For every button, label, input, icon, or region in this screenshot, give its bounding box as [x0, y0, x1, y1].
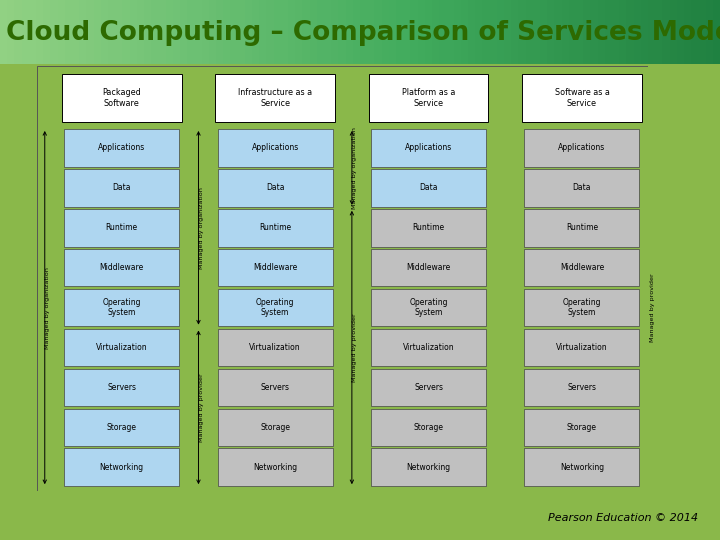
Bar — [64, 369, 179, 406]
Text: Platform as a
Service: Platform as a Service — [402, 89, 455, 108]
Text: Virtualization: Virtualization — [96, 343, 148, 352]
Bar — [371, 209, 486, 247]
Bar — [371, 289, 486, 326]
Text: Servers: Servers — [107, 383, 136, 392]
Text: Virtualization: Virtualization — [556, 343, 608, 352]
Bar — [217, 129, 333, 167]
Bar — [217, 209, 333, 247]
Bar — [524, 249, 639, 286]
Text: Networking: Networking — [253, 463, 297, 472]
Bar — [524, 448, 639, 486]
Text: Servers: Servers — [261, 383, 289, 392]
Text: Storage: Storage — [260, 423, 290, 432]
Text: Networking: Networking — [407, 463, 451, 472]
Text: Managed by organization: Managed by organization — [45, 267, 50, 348]
Text: Data: Data — [419, 184, 438, 192]
Bar — [524, 129, 639, 167]
Bar — [371, 249, 486, 286]
Text: Cloud Computing – Comparison of Services Models: Cloud Computing – Comparison of Services… — [6, 20, 720, 46]
Bar — [215, 75, 335, 122]
Text: Servers: Servers — [567, 383, 596, 392]
Text: Operating
System: Operating System — [102, 298, 141, 318]
Bar — [217, 329, 333, 366]
Text: Applications: Applications — [405, 144, 452, 152]
Bar — [64, 329, 179, 366]
Text: Middleware: Middleware — [560, 263, 604, 272]
Text: Runtime: Runtime — [413, 224, 445, 232]
Text: Middleware: Middleware — [407, 263, 451, 272]
Bar — [64, 448, 179, 486]
Text: Packaged
Software: Packaged Software — [102, 89, 141, 108]
Text: Operating
System: Operating System — [256, 298, 294, 318]
Text: Runtime: Runtime — [259, 224, 291, 232]
Text: Virtualization: Virtualization — [249, 343, 301, 352]
Text: Managed by provider: Managed by provider — [649, 273, 654, 342]
Bar — [524, 369, 639, 406]
Text: Managed by organization: Managed by organization — [199, 187, 204, 269]
Text: Storage: Storage — [567, 423, 597, 432]
Bar — [64, 169, 179, 207]
Bar — [64, 409, 179, 446]
Text: Data: Data — [112, 184, 131, 192]
Bar — [371, 169, 486, 207]
Text: Data: Data — [266, 184, 284, 192]
Bar — [217, 249, 333, 286]
Bar — [524, 209, 639, 247]
Bar — [371, 329, 486, 366]
Bar — [217, 369, 333, 406]
Text: Software as a
Service: Software as a Service — [554, 89, 609, 108]
Text: Operating
System: Operating System — [563, 298, 601, 318]
Text: Managed by provider: Managed by provider — [352, 313, 357, 382]
Text: Virtualization: Virtualization — [402, 343, 454, 352]
Text: Servers: Servers — [414, 383, 443, 392]
Bar — [217, 169, 333, 207]
Bar — [522, 75, 642, 122]
Bar — [217, 409, 333, 446]
Text: Data: Data — [572, 184, 591, 192]
Text: Infrastructure as a
Service: Infrastructure as a Service — [238, 89, 312, 108]
Text: Middleware: Middleware — [99, 263, 144, 272]
Bar — [524, 409, 639, 446]
Bar — [217, 289, 333, 326]
Bar — [369, 75, 488, 122]
Bar — [524, 329, 639, 366]
Text: Applications: Applications — [558, 144, 606, 152]
Bar — [371, 129, 486, 167]
Bar — [524, 289, 639, 326]
Bar — [64, 289, 179, 326]
Bar — [371, 409, 486, 446]
Bar — [217, 448, 333, 486]
Text: Storage: Storage — [413, 423, 444, 432]
Text: Storage: Storage — [107, 423, 137, 432]
Text: Applications: Applications — [98, 144, 145, 152]
Text: Networking: Networking — [99, 463, 144, 472]
Bar — [524, 169, 639, 207]
Text: Runtime: Runtime — [106, 224, 138, 232]
Text: Runtime: Runtime — [566, 224, 598, 232]
Text: Middleware: Middleware — [253, 263, 297, 272]
Text: Networking: Networking — [560, 463, 604, 472]
Text: Managed by provider: Managed by provider — [199, 373, 204, 442]
Bar — [64, 249, 179, 286]
Text: Managed by organization: Managed by organization — [352, 127, 357, 209]
Bar — [371, 369, 486, 406]
Bar — [64, 129, 179, 167]
Bar — [64, 209, 179, 247]
Text: Pearson Education © 2014: Pearson Education © 2014 — [548, 513, 698, 523]
Text: Applications: Applications — [251, 144, 299, 152]
Text: Operating
System: Operating System — [410, 298, 448, 318]
Bar — [62, 75, 181, 122]
Bar — [371, 448, 486, 486]
